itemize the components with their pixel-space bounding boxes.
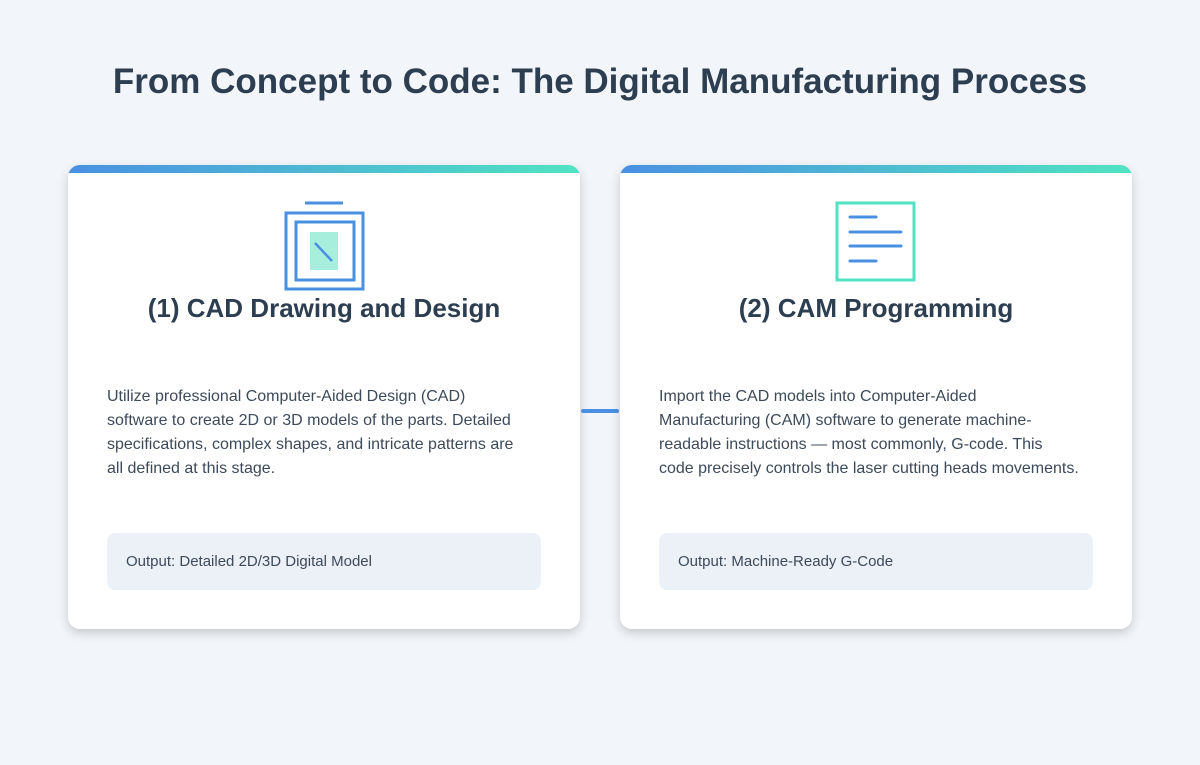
card-accent-bar: [68, 165, 580, 173]
connector-line: [581, 409, 619, 413]
step-output: Output: Detailed 2D/3D Digital Model: [107, 533, 541, 590]
code-document-icon: [835, 201, 916, 282]
step-description: Utilize professional Computer-Aided Desi…: [107, 388, 514, 477]
step-title: (1) CAD Drawing and Design: [147, 293, 501, 323]
step-description: Import the CAD models into Computer-Aide…: [659, 388, 1079, 477]
cad-drawing-icon: [284, 201, 365, 291]
step-card-cam: (2) CAM Programming Import the CAD model…: [620, 165, 1132, 629]
card-accent-bar: [620, 165, 1132, 173]
step-output: Output: Machine-Ready G-Code: [659, 533, 1093, 590]
step-card-cad: (1) CAD Drawing and Design Utilize profe…: [68, 165, 580, 629]
step-title: (2) CAM Programming: [738, 293, 1014, 323]
page-title: From Concept to Code: The Digital Manufa…: [112, 62, 1088, 101]
